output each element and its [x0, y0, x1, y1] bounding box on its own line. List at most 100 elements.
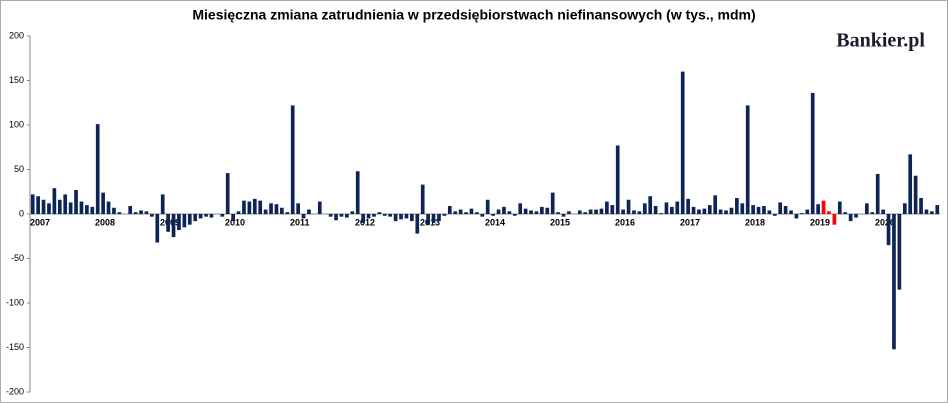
bar [697, 209, 701, 214]
bar [231, 214, 235, 222]
x-tick-label: 2020 [875, 217, 895, 227]
bar [426, 214, 430, 225]
bar [577, 210, 582, 214]
bar [935, 205, 940, 214]
bar [68, 202, 73, 214]
bar [225, 173, 230, 214]
x-tick-label: 2014 [485, 217, 505, 227]
bar [404, 214, 409, 219]
bar [177, 214, 181, 231]
bar [317, 201, 322, 214]
bar [382, 214, 387, 216]
bar [485, 199, 490, 214]
bar [821, 200, 826, 214]
x-tick-label: 2015 [550, 217, 570, 227]
y-tick-label: 150 [9, 75, 24, 85]
y-tick-label: 0 [19, 208, 24, 218]
bar [653, 205, 658, 214]
bar [556, 212, 560, 214]
bar [713, 195, 718, 214]
bar [258, 200, 263, 214]
x-tick-label: 2012 [355, 217, 375, 227]
bar [502, 206, 506, 214]
bar [166, 214, 170, 232]
bar [897, 214, 902, 290]
bar [648, 196, 653, 214]
bar [307, 209, 311, 214]
bar [345, 214, 349, 218]
bar [355, 171, 360, 214]
bar [204, 214, 208, 217]
bar [79, 201, 84, 214]
bar [892, 214, 896, 350]
bar [101, 192, 105, 214]
bar [534, 211, 539, 214]
bar [388, 214, 393, 217]
bar [540, 206, 544, 214]
bar [599, 208, 604, 214]
bar [691, 206, 696, 214]
bar [334, 214, 338, 221]
bar [805, 209, 810, 214]
bar [507, 211, 512, 214]
bar [361, 214, 365, 223]
bar [437, 214, 441, 222]
bar [263, 209, 268, 214]
bar [561, 214, 566, 217]
bar [285, 212, 290, 214]
x-tick-label: 2017 [680, 217, 700, 227]
bar [865, 203, 869, 214]
x-tick-label: 2009 [160, 217, 180, 227]
bar [447, 205, 452, 214]
bar [545, 207, 550, 214]
bar [90, 206, 95, 214]
bar [139, 210, 143, 214]
bar [377, 212, 382, 214]
bar [756, 206, 761, 214]
chart-title: Miesięczna zmiana zatrudnienia w przedsi… [192, 7, 755, 23]
bar [442, 214, 447, 216]
bar [854, 214, 858, 218]
bar [85, 205, 89, 214]
bar [280, 207, 284, 214]
bar [95, 124, 100, 214]
bar [767, 210, 772, 214]
bar [523, 208, 528, 214]
bar [870, 212, 875, 214]
bar [464, 212, 468, 214]
bar [193, 214, 198, 222]
bar [800, 213, 804, 214]
bar [702, 208, 707, 214]
bar [626, 199, 631, 214]
bar [431, 214, 436, 223]
bar [778, 202, 783, 214]
bar [827, 211, 831, 214]
x-tick-label: 2011 [290, 217, 310, 227]
bar [621, 209, 625, 214]
bar [52, 188, 57, 214]
bar [252, 198, 257, 214]
bar [837, 201, 842, 214]
bar [144, 211, 149, 214]
y-tick-label: -100 [6, 297, 24, 307]
bar [594, 209, 598, 214]
bar [410, 214, 414, 222]
bar [236, 211, 241, 214]
bar [420, 184, 425, 214]
bar [908, 154, 913, 214]
bar [707, 205, 712, 214]
bar [247, 201, 252, 214]
bar [182, 214, 187, 228]
bar [680, 71, 685, 214]
bar [393, 214, 398, 222]
x-tick-label: 2008 [95, 217, 115, 227]
bar [128, 205, 133, 214]
bar [469, 208, 474, 214]
bar [605, 201, 609, 214]
bar [242, 200, 246, 214]
bar [155, 214, 160, 243]
bar [63, 194, 68, 214]
bar [881, 209, 885, 214]
